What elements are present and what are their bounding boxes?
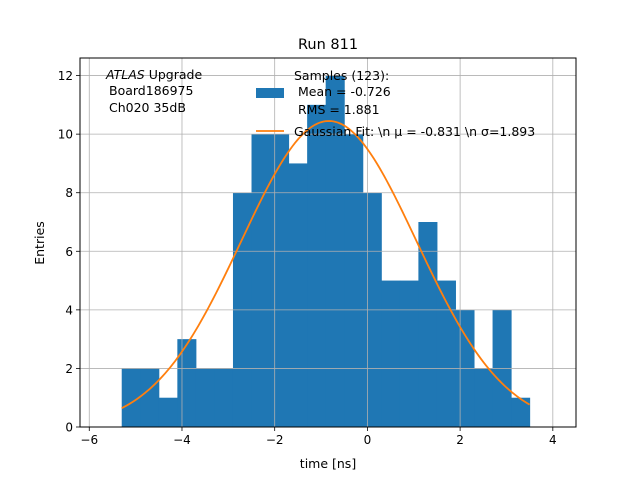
gaussian-fit-curve (121, 120, 531, 409)
plot-frame (79, 57, 577, 428)
histogram-bar (251, 134, 271, 427)
histogram-bar (121, 368, 141, 427)
legend-histogram-mean: Mean = -0.726 (294, 84, 391, 99)
x-axis-label: time [ns] (300, 456, 356, 471)
x-tick-label: 2 (456, 433, 464, 447)
histogram-bar (140, 368, 160, 427)
x-tick-label: −4 (173, 433, 191, 447)
legend-histogram-label: Samples (123): (294, 68, 389, 83)
atlas-label: ATLAS (105, 67, 145, 82)
histogram-bar (511, 397, 531, 427)
board-label: Board186975 (109, 83, 193, 98)
y-axis-ticks: 0 2 4 6 8 10 12 (58, 69, 80, 435)
legend: Samples (123): Mean = -0.726 RMS = 1.881… (256, 68, 535, 139)
upgrade-label: Upgrade (145, 67, 203, 82)
channel-label: Ch020 35dB (109, 100, 186, 115)
histogram-bar (381, 280, 401, 427)
plot-area (79, 57, 577, 428)
histogram-bar (307, 104, 327, 427)
histogram-bar (436, 280, 456, 427)
histogram-bar (214, 368, 234, 427)
y-tick-label: 12 (58, 69, 73, 83)
histogram-bar (177, 339, 197, 427)
y-tick-label: 2 (65, 362, 73, 376)
chart-title: Run 811 (298, 37, 358, 53)
x-tick-label: −2 (266, 433, 284, 447)
x-axis-ticks: −6 −4 −2 0 2 4 (80, 427, 557, 447)
y-tick-label: 10 (58, 128, 73, 142)
histogram-bar (195, 368, 215, 427)
y-tick-label: 0 (65, 421, 73, 435)
svg-text:ATLAS Upgrade: ATLAS Upgrade (105, 67, 202, 82)
legend-histogram-rms: RMS = 1.881 (294, 102, 380, 117)
histogram-bar (399, 280, 419, 427)
histogram-bar (158, 397, 178, 427)
histogram-bar (344, 134, 364, 427)
y-tick-label: 6 (65, 245, 73, 259)
x-tick-label: 4 (549, 433, 557, 447)
x-tick-label: 0 (364, 433, 372, 447)
atlas-annotation: ATLAS Upgrade Board186975 Ch020 35dB (105, 67, 202, 115)
y-tick-label: 8 (65, 186, 73, 200)
y-tick-label: 4 (65, 303, 73, 317)
histogram-bar (288, 163, 308, 427)
legend-histogram-swatch (256, 88, 284, 98)
histogram-bar (474, 368, 494, 427)
x-tick-label: −6 (80, 433, 98, 447)
y-axis-label: Entries (32, 221, 47, 265)
legend-fit-label: Gaussian Fit: \n μ = -0.831 \n σ=1.893 (294, 124, 535, 139)
